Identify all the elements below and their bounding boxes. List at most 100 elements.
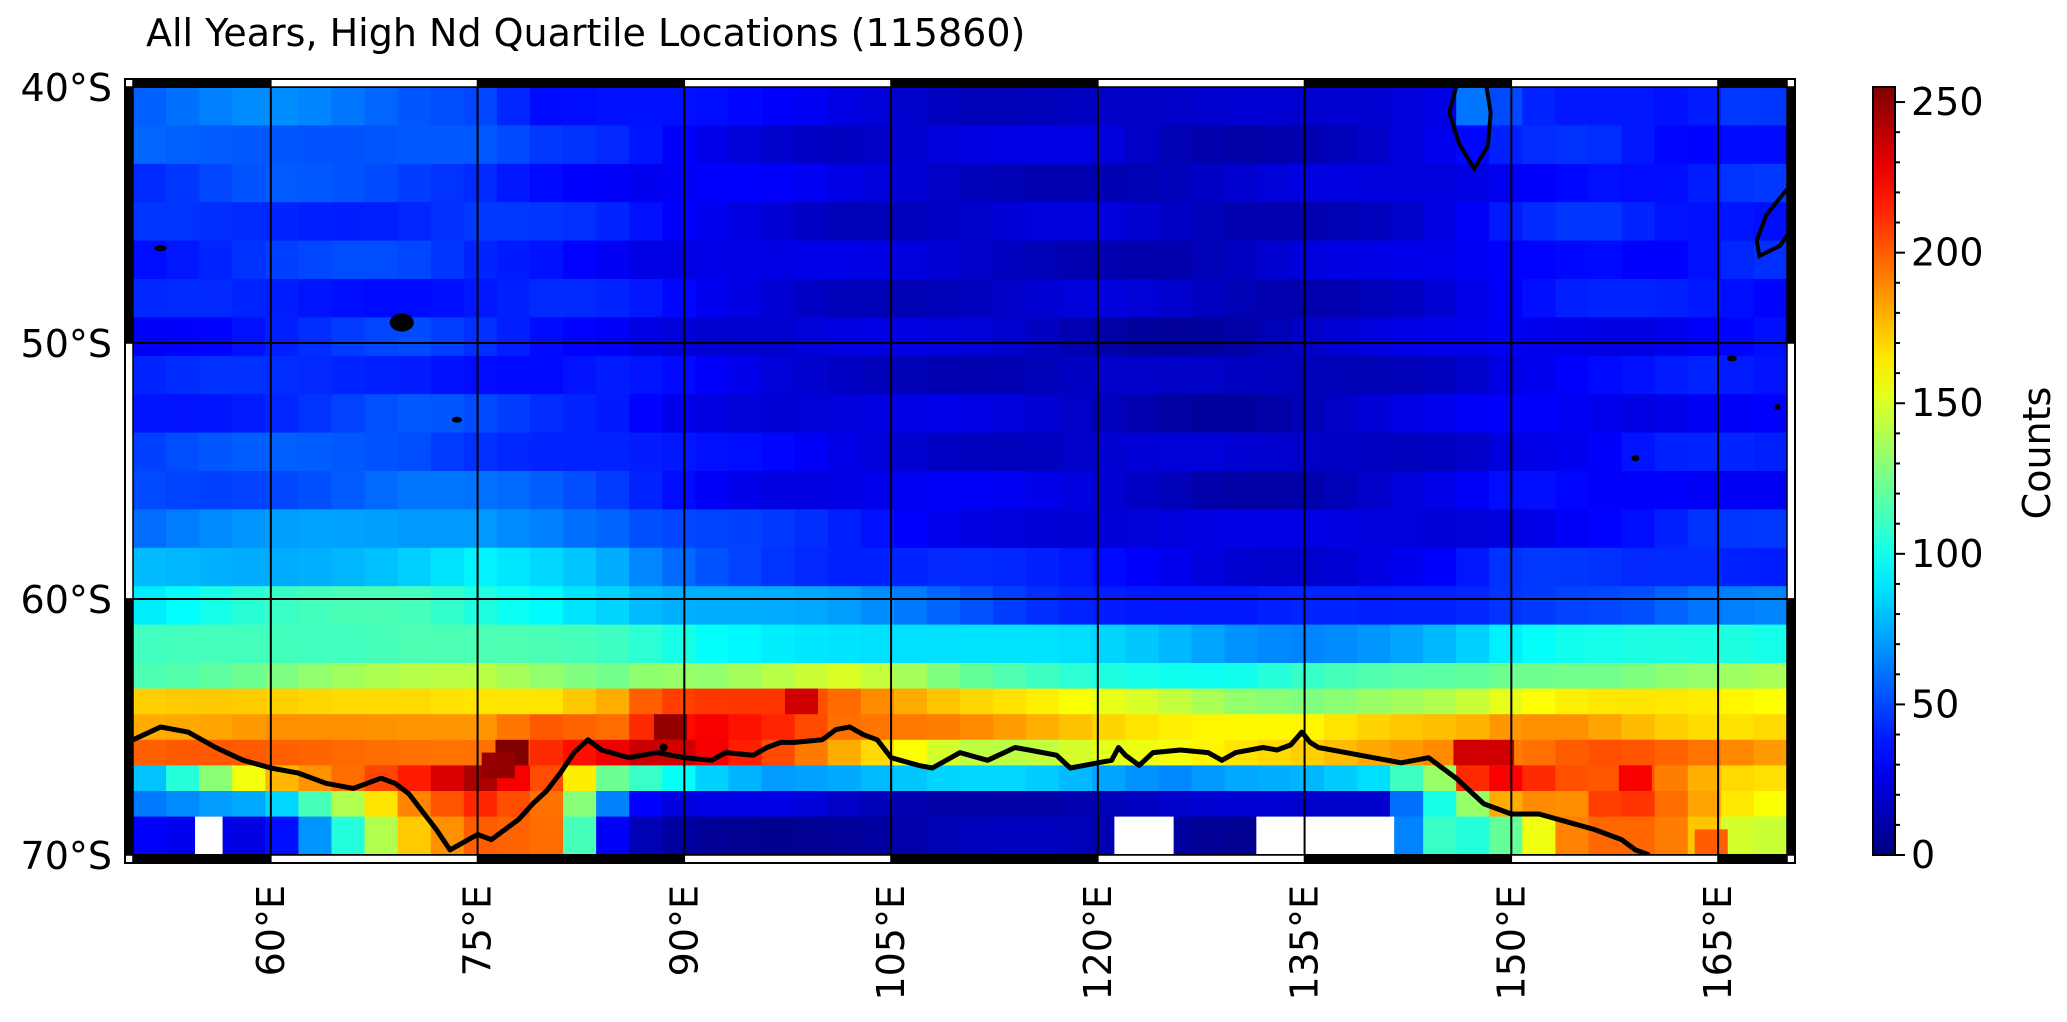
heatmap-cell [1390,87,1424,126]
heatmap-cell [1059,471,1093,510]
heatmap-cell [1687,586,1722,626]
heatmap-cell [1224,791,1259,818]
heatmap-cell [298,317,333,357]
heatmap-cell [629,202,663,242]
heatmap-cell [1522,87,1557,126]
heatmap-cell [1257,586,1292,626]
heatmap-cell [1323,240,1358,280]
heatmap-cell [1555,791,1590,818]
heatmap-cell [166,688,200,715]
heatmap-cell [1224,125,1259,165]
heatmap-cell [430,240,465,280]
heatmap-cell [993,509,1027,549]
heatmap-cell [794,87,829,126]
heatmap-cell [331,586,366,626]
island-marker [659,743,668,752]
heatmap-cell [662,163,696,203]
heatmap-cell [133,791,167,818]
frame-segment-bottom [270,854,479,864]
heatmap-cell [563,663,597,690]
heatmap-cell [662,688,696,715]
heatmap-cell [662,547,696,587]
heatmap-cell [1191,765,1226,792]
heatmap-cell [827,471,862,510]
heatmap-cell [563,547,597,587]
heatmap-cell [1026,509,1060,549]
heatmap-cell [563,765,597,792]
heatmap-cell [926,394,961,434]
heatmap-cell [298,714,333,741]
heatmap-cell [1026,394,1060,434]
heatmap-cell [331,547,366,587]
heatmap-cell [1191,816,1226,856]
heatmap-cell [860,765,895,792]
heatmap-cell [1423,125,1457,165]
heatmap-cell [1191,714,1226,741]
heatmap-cell [1489,317,1523,357]
heatmap-cell [695,163,730,203]
heatmap-cell [1224,509,1259,549]
heatmap-cell [993,202,1027,242]
heatmap-hot-cell [784,688,819,715]
heatmap-cell [133,509,167,549]
heatmap-cell [563,163,597,203]
heatmap-cell [1720,714,1755,741]
heatmap-cell [232,791,266,818]
heatmap-cell [1522,714,1557,741]
heatmap-cell [1522,547,1557,587]
heatmap-cell [662,791,696,818]
heatmap-cell [1026,816,1060,856]
heatmap-cell [331,317,366,357]
heatmap-cell [1257,547,1292,587]
heatmap-cell [1753,125,1788,165]
heatmap-cell [1621,87,1656,126]
heatmap-cell [993,663,1027,690]
heatmap-cell [563,394,597,434]
heatmap-cell [1026,125,1060,165]
heatmap-cell [1555,355,1590,395]
heatmap-cell [463,547,498,587]
heatmap-cell [298,163,333,203]
heatmap-cell [1588,739,1623,766]
heatmap-cell [794,240,829,280]
heatmap-cell [232,714,266,741]
heatmap-cell [1125,791,1160,818]
heatmap-cell [1753,432,1788,472]
heatmap-cell [133,87,167,126]
heatmap-cell [993,87,1027,126]
heatmap-cell [1125,509,1160,549]
heatmap-cell [1720,791,1755,818]
heatmap-cell [960,688,994,715]
heatmap-cell [1026,317,1060,357]
heatmap-cell [463,624,498,664]
heatmap-cell [1026,714,1060,741]
heatmap-cell [1423,471,1457,510]
heatmap-cell [827,624,862,664]
heatmap-cell [993,317,1027,357]
heatmap-cell [1356,87,1391,126]
heatmap-cell [298,791,333,818]
heatmap-cell [695,791,730,818]
heatmap-cell [1423,586,1457,626]
heatmap-cell [1720,471,1755,510]
heatmap-cell [1059,663,1093,690]
heatmap-cell [298,355,333,395]
heatmap-cell [794,765,829,792]
heatmap-cell [596,714,630,741]
heatmap-cell [1489,355,1523,395]
heatmap-cell [1290,739,1325,766]
heatmap-cell [695,240,730,280]
heatmap-cell [199,355,233,395]
heatmap-cell [397,394,432,434]
heatmap-cell [596,765,630,792]
heatmap-cell [133,624,167,664]
heatmap-cell [1654,624,1689,664]
heatmap-cell [728,432,763,472]
heatmap-cell [1059,240,1093,280]
heatmap-cell [1687,87,1722,126]
heatmap-cell [1423,688,1457,715]
heatmap-cell [199,202,233,242]
heatmap-cell [1290,471,1325,510]
heatmap-cell [1257,714,1292,741]
frame-segment-bottom [1097,854,1306,864]
